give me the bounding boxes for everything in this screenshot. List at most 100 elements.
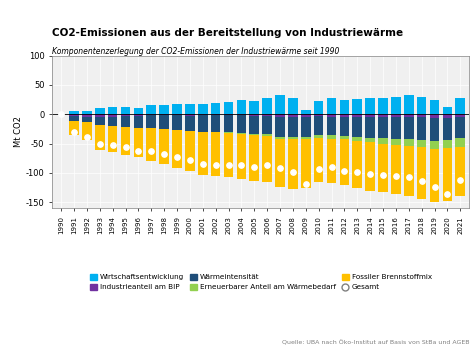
Bar [456,114,465,117]
Bar [456,117,465,138]
Bar [249,114,259,116]
Bar [159,129,169,164]
Bar [211,103,220,114]
Point [57,111,65,117]
Bar [327,135,337,139]
Point [315,166,322,172]
Bar [237,114,246,116]
Bar [146,116,156,128]
Point [418,178,426,184]
Bar [327,99,337,114]
Bar [429,114,439,118]
Bar [185,131,195,171]
Point [212,162,219,168]
Y-axis label: Mt CO2: Mt CO2 [14,117,23,147]
Bar [224,116,233,133]
Bar [69,111,79,114]
Point [354,170,361,175]
Bar [146,128,156,161]
Bar [275,139,285,187]
Bar [146,114,156,116]
Bar [443,118,452,140]
Point [135,148,142,153]
Bar [456,146,465,196]
Bar [121,116,130,127]
Bar [185,114,195,116]
Bar [443,140,452,148]
Point [302,181,310,186]
Bar [275,137,285,139]
Bar [301,139,310,188]
Point [456,177,464,183]
Bar [443,148,452,201]
Point [276,166,284,171]
Bar [404,95,414,114]
Bar [288,137,298,139]
Bar [134,128,143,157]
Bar [198,133,208,175]
Legend: Wirtschaftsentwicklung, Industrieanteil am BIP, Wärmeintensität, Erneuerbarer An: Wirtschaftsentwicklung, Industrieanteil … [87,271,435,293]
Bar [429,149,439,202]
Bar [121,107,130,114]
Point [199,161,207,166]
Bar [353,114,362,117]
Point [237,162,245,168]
Bar [237,116,246,133]
Bar [224,133,233,177]
Bar [198,116,208,132]
Bar [339,139,349,185]
Bar [95,108,105,114]
Bar [353,137,362,141]
Bar [443,114,452,118]
Bar [417,114,427,117]
Bar [417,140,427,147]
Bar [108,114,118,117]
Bar [159,114,169,116]
Bar [404,117,414,139]
Bar [262,116,272,134]
Bar [237,100,246,114]
Bar [391,114,401,117]
Bar [378,117,388,138]
Bar [82,111,92,114]
Bar [391,117,401,139]
Bar [378,114,388,117]
Point [328,164,335,170]
Bar [404,139,414,146]
Bar [353,117,362,137]
Bar [249,101,259,114]
Point [225,162,232,168]
Bar [237,133,246,134]
Point [160,151,168,157]
Bar [429,141,439,149]
Bar [108,117,118,126]
Bar [211,116,220,132]
Bar [69,116,79,121]
Bar [314,116,323,135]
Bar [327,114,337,117]
Bar [134,108,143,114]
Bar [378,98,388,114]
Bar [108,126,118,152]
Bar [185,116,195,131]
Bar [69,121,79,135]
Bar [365,117,375,138]
Bar [211,133,220,177]
Bar [198,104,208,114]
Bar [443,107,452,114]
Bar [262,99,272,114]
Bar [314,101,323,114]
Bar [327,139,337,183]
Bar [417,96,427,114]
Bar [275,114,285,117]
Bar [134,114,143,116]
Bar [224,114,233,116]
Bar [404,146,414,196]
Bar [417,147,427,199]
Bar [159,105,169,114]
Point [444,191,451,196]
Bar [82,122,92,140]
Bar [417,117,427,140]
Bar [365,138,375,142]
Bar [288,114,298,117]
